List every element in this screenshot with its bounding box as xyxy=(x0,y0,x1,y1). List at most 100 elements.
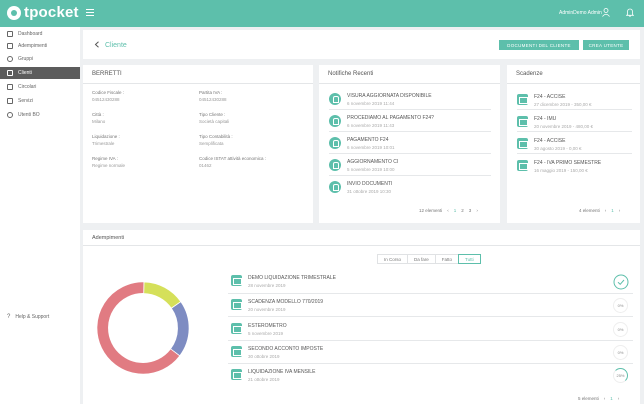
services-icon xyxy=(7,98,13,104)
obligation-date: 20 novembre 2019 xyxy=(248,306,286,312)
bell-icon xyxy=(329,181,341,193)
obligation-title: SECONDO ACCONTO IMPOSTE xyxy=(248,346,324,352)
obligations-donut-chart xyxy=(96,281,190,375)
page-header: Cliente DOCUMENTI DEL CLIENTE CREA UTENT… xyxy=(83,30,640,59)
donut-slice-in-progress xyxy=(170,301,190,357)
obligation-date: 5 novembre 2019 xyxy=(248,330,284,336)
calendar-icon xyxy=(517,116,528,127)
sidebar-item-label: Gruppi xyxy=(18,56,34,62)
deadline-item[interactable]: F24 - IVA PRIMO SEMESTRE 16 maggio 2019 -… xyxy=(517,160,601,173)
divider xyxy=(228,293,633,294)
field-label: Partita IVA : xyxy=(199,90,223,95)
notification-item[interactable]: VISURA AGGIORNATA DISPONIBILE 6 novembre … xyxy=(329,93,432,106)
field-value: Società capitali xyxy=(199,119,230,124)
deadlines-pager: 4 elementi ‹ 1 › xyxy=(579,208,620,213)
sidebar-item-circolari[interactable]: Circolari xyxy=(0,81,80,93)
completed-check-icon xyxy=(613,274,629,290)
item-count: 12 elementi xyxy=(419,208,443,213)
obligation-item[interactable]: DEMO LIQUIDAZIONE TRIMESTRALE 28 novembre… xyxy=(231,275,336,288)
page-link[interactable]: 1 xyxy=(610,396,613,401)
filter-da-fare[interactable]: Da fare xyxy=(407,254,436,264)
field-label: Città : xyxy=(92,112,104,117)
notification-title: PROCEDIAMO AL PAGAMENTO F24? xyxy=(347,115,434,121)
notification-title: VISURA AGGIORNATA DISPONIBILE xyxy=(347,93,432,99)
help-icon: ? xyxy=(7,314,11,320)
divider xyxy=(228,340,633,341)
notification-item[interactable]: INVIO DOCUMENTI 31 ottobre 2019 10:30 xyxy=(329,181,392,194)
divider xyxy=(329,131,491,132)
help-support-link[interactable]: ? Help & Support xyxy=(7,314,49,320)
progress-indicator: 0% xyxy=(613,322,628,337)
field-codice-fiscale: Codice Fiscale : 04512430288 xyxy=(92,90,124,102)
sidebar-item-dashboard[interactable]: Dashboard xyxy=(0,28,80,40)
page-link[interactable]: 3 xyxy=(468,208,472,213)
field-value: Semplificata xyxy=(199,141,224,146)
next-page-icon[interactable]: › xyxy=(476,208,478,213)
page-link[interactable]: 1 xyxy=(453,208,457,213)
sidebar-item-label: Servizi xyxy=(18,98,34,104)
bell-icon[interactable] xyxy=(626,8,634,17)
sidebar-item-adempimenti[interactable]: Adempimenti xyxy=(0,40,80,52)
sidebar-item-clienti[interactable]: Clienti xyxy=(0,67,80,79)
obligation-item[interactable]: ESTEROMETRO 5 novembre 2019 xyxy=(231,323,287,336)
obligation-date: 30 ottobre 2019 xyxy=(248,353,280,359)
back-arrow-icon[interactable] xyxy=(94,41,100,48)
deadline-detail: 27 dicembre 2019 - 350,00 € xyxy=(534,101,592,107)
field-value: 04512430288 xyxy=(199,97,227,102)
deadline-item[interactable]: F24 - ACCISE 30 agosto 2019 - 0,00 € xyxy=(517,138,582,151)
dashboard-icon xyxy=(7,31,13,37)
filter-fatto[interactable]: Fatto xyxy=(434,254,460,264)
calendar-icon xyxy=(517,138,528,149)
notification-date: 6 novembre 2019 10:01 xyxy=(347,144,395,150)
logo-text: tpocket xyxy=(24,4,79,21)
next-page-icon[interactable]: › xyxy=(617,396,620,401)
next-page-icon[interactable]: › xyxy=(618,208,621,213)
deadlines-title: Scadenze xyxy=(516,71,543,77)
item-count: 4 elementi xyxy=(579,208,600,213)
logo[interactable]: tpocket xyxy=(7,4,79,21)
obligation-item[interactable]: SCADENZA MODELLO 770/2019 20 novembre 201… xyxy=(231,299,323,312)
prev-page-icon[interactable]: ‹ xyxy=(603,396,606,401)
group-icon xyxy=(7,56,13,62)
donut-slice-todo xyxy=(96,281,181,375)
page-link[interactable]: 2 xyxy=(461,208,464,213)
divider xyxy=(517,109,632,110)
divider xyxy=(329,175,491,176)
deadline-item[interactable]: F24 - ACCISE 27 dicembre 2019 - 350,00 € xyxy=(517,94,592,107)
client-documents-button[interactable]: DOCUMENTI DEL CLIENTE xyxy=(499,40,579,50)
sidebar-item-servizi[interactable]: Servizi xyxy=(0,95,80,107)
field-label: Codice ISTAT attività economica : xyxy=(199,156,267,161)
create-user-button[interactable]: CREA UTENTE xyxy=(583,40,629,50)
divider xyxy=(329,153,491,154)
document-icon xyxy=(7,84,13,90)
field-label: Liquidazione : xyxy=(92,134,120,139)
sidebar-item-label: Adempimenti xyxy=(18,43,48,49)
deadline-item[interactable]: F24 - IMU 20 novembre 2019 - 480,00 € xyxy=(517,116,593,129)
item-count: 5 elementi xyxy=(578,396,599,401)
menu-icon[interactable] xyxy=(86,9,94,16)
user-name[interactable]: AdminDemo Admin xyxy=(559,10,602,16)
client-name: BERRETTI xyxy=(92,71,122,77)
field-liquidazione: Liquidazione : Trimestrale xyxy=(92,134,120,146)
obligation-title: ESTEROMETRO xyxy=(248,323,287,329)
prev-page-icon[interactable]: ‹ xyxy=(604,208,607,213)
obligation-item[interactable]: SECONDO ACCONTO IMPOSTE 30 ottobre 2019 xyxy=(231,346,323,359)
deadline-detail: 20 novembre 2019 - 480,00 € xyxy=(534,123,594,129)
logo-mark xyxy=(7,5,21,20)
prev-page-icon[interactable]: ‹ xyxy=(447,208,449,213)
notifications-pager: 12 elementi ‹ 1 2 3 › xyxy=(419,208,478,213)
divider xyxy=(517,131,632,132)
sidebar-item-gruppi[interactable]: Gruppi xyxy=(0,53,80,65)
notification-item[interactable]: PAGAMENTO F24 6 novembre 2019 10:01 xyxy=(329,137,395,150)
user-icon[interactable] xyxy=(602,8,610,17)
field-label: Tipo Cliente : xyxy=(199,112,226,117)
obligation-item[interactable]: LIQUIDAZIONE IVA MENSILE 21 ottobre 2019 xyxy=(231,369,315,382)
page-link[interactable]: 1 xyxy=(611,208,614,213)
filter-tutti[interactable]: Tutti xyxy=(458,254,481,264)
filter-in-corso[interactable]: In Corso xyxy=(377,254,409,264)
notification-item[interactable]: AGGIORNAMENTO CI 5 novembre 2019 10:00 xyxy=(329,159,398,172)
notification-item[interactable]: PROCEDIAMO AL PAGAMENTO F24? 6 novembre 2… xyxy=(329,115,434,128)
field-citta: Città : Milano xyxy=(92,112,105,124)
obligation-title: SCADENZA MODELLO 770/2019 xyxy=(248,299,324,305)
sidebar-item-utenti-bo[interactable]: Utenti BO xyxy=(0,109,80,121)
